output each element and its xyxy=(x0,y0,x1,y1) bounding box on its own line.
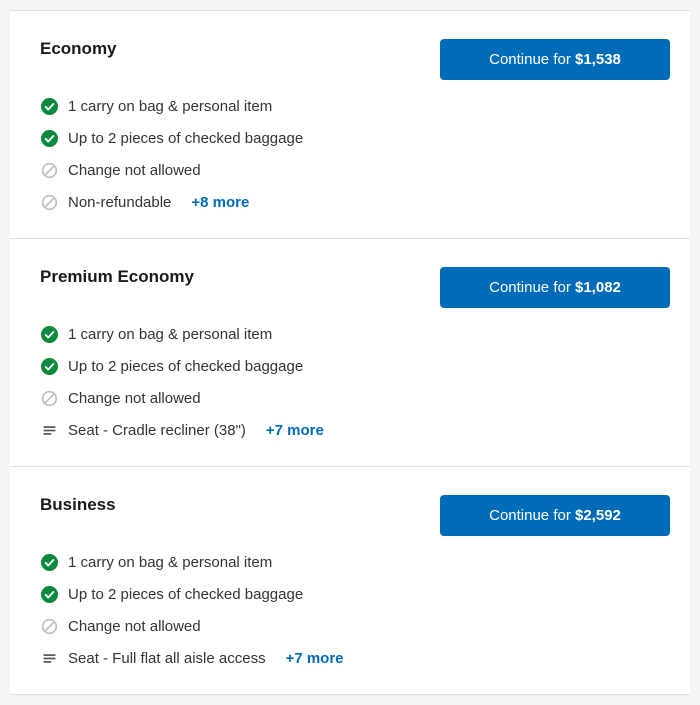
feature-text: Up to 2 pieces of checked baggage xyxy=(68,586,303,603)
continue-button-price: $1,082 xyxy=(575,279,621,296)
continue-button-prefix: Continue for xyxy=(489,507,575,524)
more-link[interactable]: +8 more xyxy=(191,194,249,211)
prohibit-icon xyxy=(40,389,58,407)
prohibit-icon xyxy=(40,161,58,179)
feature-item: Up to 2 pieces of checked baggage xyxy=(40,350,670,382)
feature-text: 1 carry on bag & personal item xyxy=(68,554,272,571)
feature-text: Seat - Cradle recliner (38") xyxy=(68,422,246,439)
feature-text: 1 carry on bag & personal item xyxy=(68,98,272,115)
feature-item: 1 carry on bag & personal item xyxy=(40,90,670,122)
check-icon xyxy=(40,325,58,343)
continue-button[interactable]: Continue for $1,082 xyxy=(440,267,670,308)
fare-title: Premium Economy xyxy=(40,267,194,287)
fare-card: Premium Economy Continue for $1,082 1 carr… xyxy=(10,239,690,467)
check-icon xyxy=(40,585,58,603)
continue-button[interactable]: Continue for $1,538 xyxy=(440,39,670,80)
feature-item: Seat - Cradle recliner (38") +7 more xyxy=(40,414,670,446)
check-icon xyxy=(40,129,58,147)
continue-button-price: $2,592 xyxy=(575,507,621,524)
feature-item: 1 carry on bag & personal item xyxy=(40,318,670,350)
feature-list: 1 carry on bag & personal item Up to 2 pi… xyxy=(40,318,670,446)
fare-options-container: Economy Continue for $1,538 1 carry on bag… xyxy=(10,10,690,695)
prohibit-icon xyxy=(40,193,58,211)
fare-card: Business Continue for $2,592 1 carry on ba… xyxy=(10,467,690,694)
feature-text: Up to 2 pieces of checked baggage xyxy=(68,358,303,375)
check-icon xyxy=(40,97,58,115)
feature-text: Change not allowed xyxy=(68,618,201,635)
prohibit-icon xyxy=(40,617,58,635)
feature-text: 1 carry on bag & personal item xyxy=(68,326,272,343)
fare-title: Business xyxy=(40,495,116,515)
feature-list: 1 carry on bag & personal item Up to 2 pi… xyxy=(40,90,670,218)
feature-item: Up to 2 pieces of checked baggage xyxy=(40,578,670,610)
feature-item: Change not allowed xyxy=(40,154,670,186)
feature-item: Seat - Full flat all aisle access +7 more xyxy=(40,642,670,674)
feature-text: Up to 2 pieces of checked baggage xyxy=(68,130,303,147)
continue-button-price: $1,538 xyxy=(575,51,621,68)
feature-text: Seat - Full flat all aisle access xyxy=(68,650,266,667)
feature-item: Non-refundable +8 more xyxy=(40,186,670,218)
fare-card: Economy Continue for $1,538 1 carry on bag… xyxy=(10,11,690,239)
check-icon xyxy=(40,357,58,375)
seat-icon xyxy=(40,421,58,439)
feature-item: Up to 2 pieces of checked baggage xyxy=(40,122,670,154)
feature-text: Non-refundable xyxy=(68,194,171,211)
check-icon xyxy=(40,553,58,571)
feature-item: 1 carry on bag & personal item xyxy=(40,546,670,578)
continue-button[interactable]: Continue for $2,592 xyxy=(440,495,670,536)
feature-text: Change not allowed xyxy=(68,390,201,407)
feature-list: 1 carry on bag & personal item Up to 2 pi… xyxy=(40,546,670,674)
feature-text: Change not allowed xyxy=(68,162,201,179)
more-link[interactable]: +7 more xyxy=(266,422,324,439)
continue-button-prefix: Continue for xyxy=(489,279,575,296)
fare-title: Economy xyxy=(40,39,117,59)
more-link[interactable]: +7 more xyxy=(286,650,344,667)
continue-button-prefix: Continue for xyxy=(489,51,575,68)
feature-item: Change not allowed xyxy=(40,382,670,414)
seat-icon xyxy=(40,649,58,667)
feature-item: Change not allowed xyxy=(40,610,670,642)
